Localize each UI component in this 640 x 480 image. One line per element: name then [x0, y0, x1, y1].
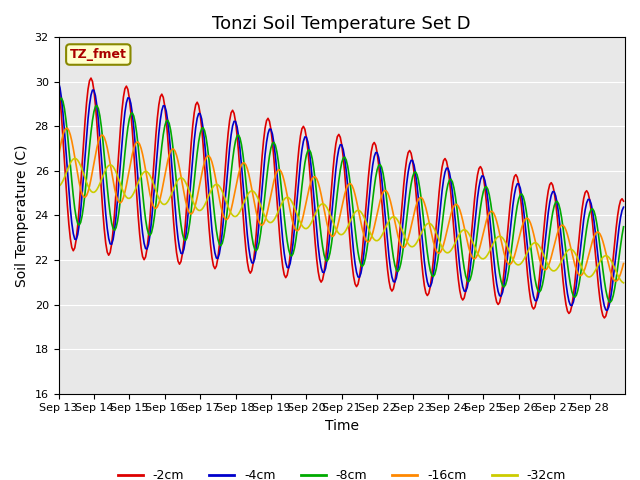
- -4cm: [617, 215, 625, 220]
- Line: -2cm: -2cm: [58, 78, 623, 318]
- -8cm: [93, 103, 100, 108]
- Line: -8cm: -8cm: [58, 98, 623, 302]
- -32cm: [543, 260, 550, 265]
- -32cm: [617, 277, 625, 283]
- -2cm: [74, 223, 81, 228]
- -32cm: [71, 156, 79, 161]
- -32cm: [620, 280, 627, 286]
- -2cm: [600, 315, 608, 321]
- Title: Tonzi Soil Temperature Set D: Tonzi Soil Temperature Set D: [212, 15, 471, 33]
- -16cm: [54, 154, 62, 159]
- -8cm: [76, 222, 83, 228]
- -32cm: [54, 183, 62, 189]
- Text: TZ_fmet: TZ_fmet: [70, 48, 127, 61]
- -16cm: [543, 266, 550, 272]
- Legend: -2cm, -4cm, -8cm, -16cm, -32cm: -2cm, -4cm, -8cm, -16cm, -32cm: [113, 464, 571, 480]
- -2cm: [459, 297, 467, 303]
- -2cm: [87, 75, 95, 81]
- -16cm: [347, 181, 355, 187]
- -2cm: [618, 196, 626, 202]
- -4cm: [620, 204, 627, 210]
- -4cm: [54, 80, 62, 85]
- -2cm: [93, 120, 100, 126]
- -16cm: [63, 125, 71, 131]
- -32cm: [347, 217, 355, 223]
- Line: -16cm: -16cm: [58, 128, 623, 281]
- Line: -4cm: -4cm: [58, 83, 623, 310]
- -8cm: [347, 184, 355, 190]
- -4cm: [604, 307, 611, 313]
- -16cm: [618, 266, 626, 272]
- -4cm: [541, 236, 549, 242]
- -8cm: [620, 224, 627, 229]
- -16cm: [93, 145, 100, 151]
- Y-axis label: Soil Temperature (C): Soil Temperature (C): [15, 144, 29, 287]
- -4cm: [92, 93, 99, 98]
- -32cm: [93, 187, 100, 192]
- -8cm: [58, 95, 65, 101]
- -2cm: [347, 246, 355, 252]
- -8cm: [607, 300, 614, 305]
- -2cm: [54, 80, 62, 85]
- -8cm: [54, 101, 62, 107]
- X-axis label: Time: Time: [324, 419, 359, 433]
- -4cm: [74, 232, 81, 238]
- Line: -32cm: -32cm: [58, 158, 623, 283]
- -16cm: [612, 278, 620, 284]
- -2cm: [543, 198, 550, 204]
- -8cm: [618, 232, 626, 238]
- -16cm: [620, 261, 627, 266]
- -2cm: [620, 198, 627, 204]
- -8cm: [543, 253, 550, 259]
- -16cm: [459, 218, 467, 224]
- -32cm: [459, 228, 467, 233]
- -16cm: [76, 180, 83, 185]
- -4cm: [458, 276, 465, 281]
- -4cm: [346, 199, 353, 205]
- -8cm: [459, 255, 467, 261]
- -32cm: [76, 160, 83, 166]
